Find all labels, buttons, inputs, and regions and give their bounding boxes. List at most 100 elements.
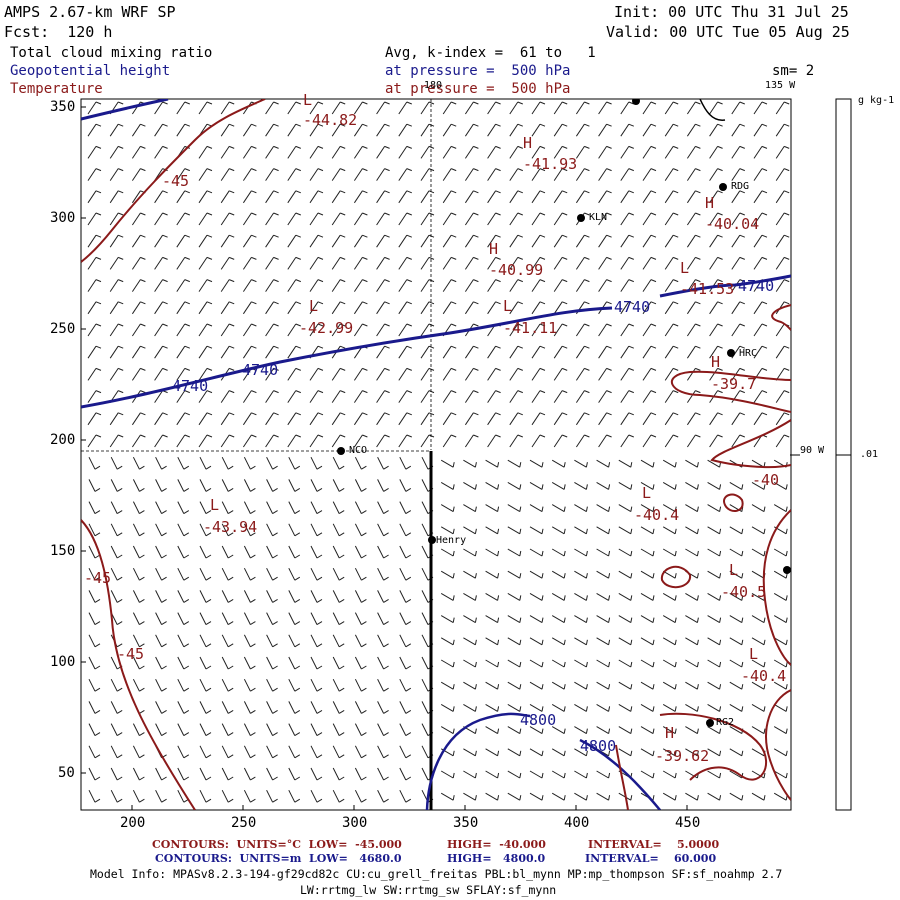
valid-time: Valid: 00 UTC Tue 05 Aug 25 — [606, 23, 850, 41]
station-marker-hrc — [727, 349, 735, 357]
wind-barb — [309, 390, 324, 403]
wind-barb — [265, 323, 279, 337]
extremum-mark: L — [303, 91, 313, 109]
wind-barb — [642, 434, 657, 448]
wind-barb — [420, 367, 435, 381]
wind-barb — [686, 390, 701, 403]
wind-barb — [551, 792, 566, 801]
wind-barb — [662, 659, 677, 668]
wind-barb — [464, 434, 479, 448]
wind-barb — [487, 145, 501, 159]
wind-barb — [331, 434, 346, 448]
wind-barb — [309, 323, 324, 337]
wind-barb — [199, 501, 212, 515]
wind-barb — [620, 256, 634, 270]
wind-barb — [551, 703, 566, 712]
wind-barb — [354, 567, 367, 581]
wind-barb — [574, 459, 588, 468]
wind-barb — [109, 123, 124, 137]
wind-barb — [109, 434, 124, 448]
wind-barb — [332, 701, 345, 714]
wind-barb — [220, 123, 235, 137]
station-rg2: RG2 — [716, 717, 735, 728]
height-label: 4800 — [520, 711, 557, 729]
wind-barb — [775, 345, 790, 359]
extremum-value: -41.93 — [523, 155, 578, 173]
wind-barb — [177, 767, 190, 781]
wind-barb — [753, 323, 768, 337]
wind-barb — [287, 279, 301, 292]
wind-barb — [398, 145, 412, 159]
wind-barb — [753, 367, 768, 381]
wind-barb — [109, 234, 124, 248]
wind-barb — [220, 412, 235, 426]
wind-barb — [773, 504, 788, 513]
wind-barb — [243, 523, 256, 537]
wind-barb — [198, 412, 213, 426]
wind-barb — [709, 412, 723, 426]
wind-barb — [242, 390, 257, 403]
wind-barb — [620, 145, 634, 159]
wind-barb — [686, 323, 701, 337]
wind-barb — [221, 479, 234, 492]
wind-barb — [596, 637, 611, 646]
wind-barb — [287, 168, 301, 181]
wind-barb — [331, 234, 346, 248]
wind-barb — [509, 434, 523, 448]
wind-barb — [87, 323, 102, 337]
wind-barb — [176, 256, 190, 270]
wind-barb — [598, 123, 612, 137]
wind-barb — [686, 101, 701, 115]
wind-barb — [487, 412, 501, 426]
wind-barb — [353, 123, 368, 137]
wind-barb — [154, 234, 168, 248]
wind-barb — [664, 367, 679, 381]
wind-barb — [596, 615, 611, 624]
wind-barb — [309, 145, 324, 159]
wind-barb — [529, 615, 544, 624]
extremum-value: -39.7 — [711, 375, 757, 393]
wind-barb — [88, 678, 101, 692]
wind-barb — [353, 190, 368, 204]
wind-barb — [464, 279, 479, 292]
wind-barb — [729, 659, 744, 668]
wind-barb — [243, 612, 256, 626]
wind-barb — [487, 367, 501, 381]
wind-barb — [463, 637, 477, 646]
wind-barb — [664, 145, 679, 159]
wind-barb — [131, 412, 146, 426]
wind-barb — [442, 434, 457, 448]
wind-barb — [551, 659, 566, 668]
wind-barb — [753, 234, 768, 248]
wind-barb — [709, 367, 723, 381]
wind-barb — [88, 634, 101, 648]
x-tick-400: 400 — [564, 815, 590, 831]
wind-barb — [664, 256, 679, 270]
wind-barb — [331, 279, 346, 292]
wind-barb — [155, 612, 167, 626]
wind-barb — [310, 723, 323, 737]
wind-barb — [398, 256, 412, 270]
wind-barb — [575, 279, 590, 292]
wind-barb — [463, 681, 477, 690]
wind-barb — [87, 190, 102, 204]
wind-barb — [753, 145, 768, 159]
wind-barb — [87, 434, 102, 448]
wind-barb — [640, 748, 655, 757]
wind-barb — [507, 726, 522, 735]
wind-barb — [220, 212, 235, 226]
wind-barb — [664, 323, 679, 337]
wind-barb — [664, 412, 679, 426]
wind-barb — [640, 592, 655, 601]
wind-barb — [87, 212, 102, 226]
extremum-mark: L — [309, 297, 319, 315]
wind-barb — [640, 570, 655, 579]
wind-barb — [553, 279, 568, 292]
wind-barb — [596, 681, 611, 690]
wind-barb — [398, 234, 412, 248]
wind-barb — [440, 504, 455, 513]
wind-barb — [288, 701, 301, 714]
wind-barb — [354, 767, 367, 781]
wind-barb — [620, 434, 634, 448]
wind-barb — [507, 481, 522, 490]
